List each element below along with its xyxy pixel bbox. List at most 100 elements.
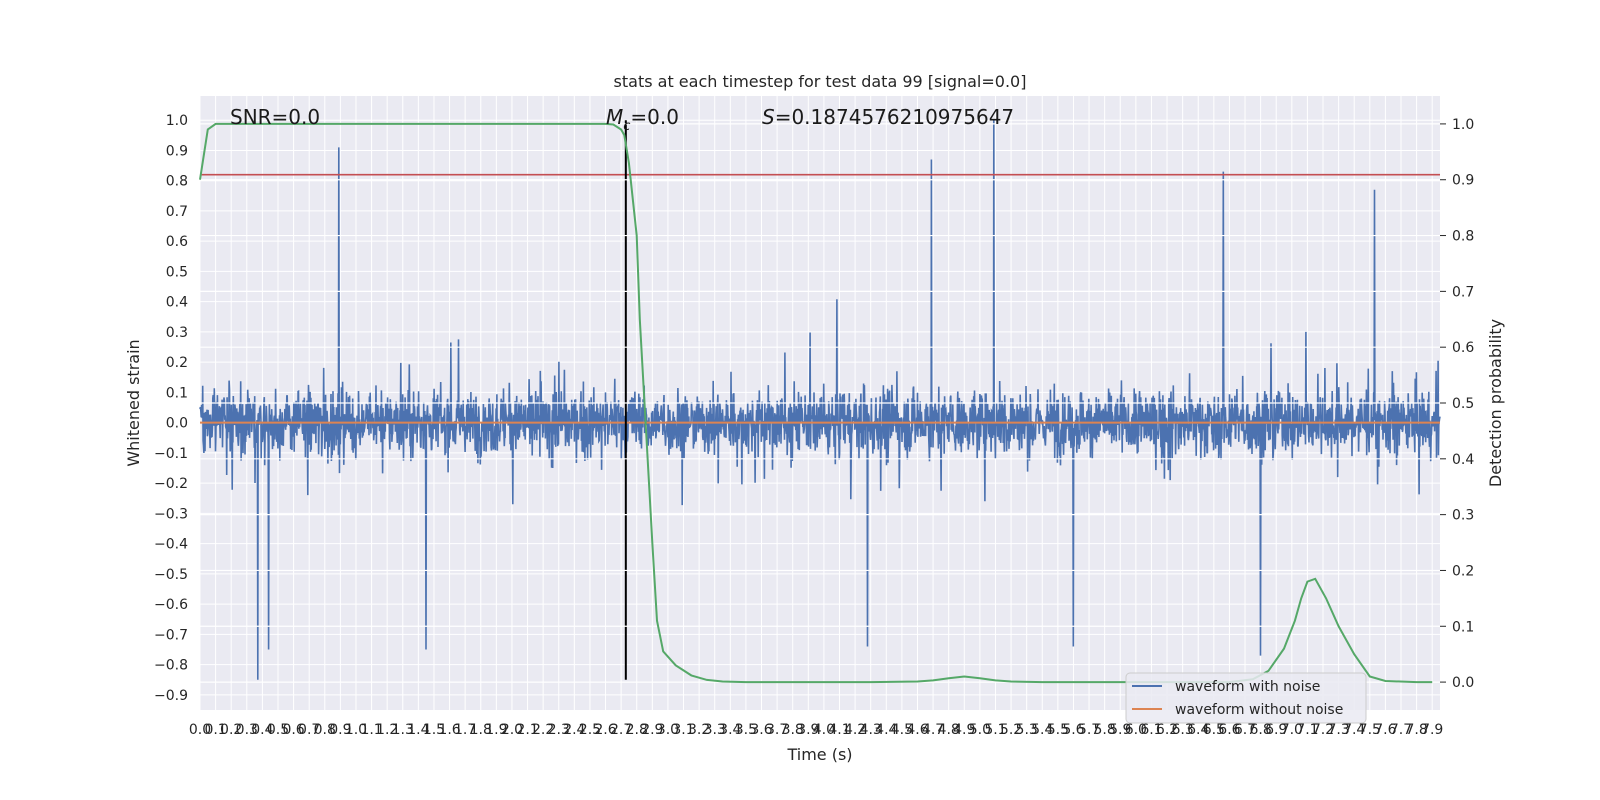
x-tick-label: 6.5 <box>1203 722 1225 738</box>
y-tick-label: −0.7 <box>154 627 188 643</box>
x-tick-label: 0.1 <box>204 722 226 738</box>
x-tick-label: 1.4 <box>407 722 429 738</box>
x-tick-label: 3.2 <box>688 722 710 738</box>
y-tick-label: −0.2 <box>154 476 188 492</box>
y-tick-label: 0.3 <box>166 325 188 341</box>
y2-tick-label: 0.7 <box>1452 284 1474 300</box>
x-tick-label: 5.1 <box>984 722 1006 738</box>
x-tick-label: 1.6 <box>438 722 460 738</box>
y-tick-labels: 1.0 0.9 0.8 0.7 0.6 0.5 0.4 0.3 0.2 0.1 0.0 −0.1 −0.… <box>154 113 188 704</box>
detection-probability-line <box>199 122 1433 684</box>
y2-tick-labels: 1.0 0.9 0.8 0.7 0.6 0.5 0.4 0.3 0.2 0.1 0.0 <box>1440 117 1474 691</box>
x-tick-label: 0.4 <box>251 722 273 738</box>
x-tick-label: 2.7 <box>610 722 632 738</box>
x-tick-label: 5.5 <box>1047 722 1069 738</box>
x-tick-label: 0.7 <box>298 722 320 738</box>
y-axis-title: Whitened strain <box>124 339 143 466</box>
y2-tick-label: 0.4 <box>1452 452 1474 468</box>
y2-tick-label: 0.8 <box>1452 229 1474 245</box>
snr-annotation: SNR=0.0 <box>230 105 320 129</box>
s-annotation: S=0.1874576210975647 <box>762 105 1014 129</box>
y-tick-label: −0.4 <box>154 537 188 553</box>
x-axis-title: Time (s) <box>786 745 852 764</box>
x-tick-label: 7.5 <box>1359 722 1381 738</box>
reference-lines <box>200 120 1440 680</box>
x-tick-label: 0.6 <box>282 722 304 738</box>
y2-tick-label: 0.0 <box>1452 675 1474 691</box>
x-tick-label: 1.0 <box>345 722 367 738</box>
x-tick-label: 6.4 <box>1187 722 1209 738</box>
x-tick-label: 7.4 <box>1343 722 1365 738</box>
x-tick-label: 7.6 <box>1374 722 1396 738</box>
x-tick-label: 4.2 <box>844 722 866 738</box>
x-tick-label: 5.0 <box>969 722 991 738</box>
x-tick-label: 1.1 <box>360 722 382 738</box>
y2-tick-label: 0.5 <box>1452 396 1474 412</box>
x-tick-label: 2.8 <box>626 722 648 738</box>
y-tick-label: 0.0 <box>166 416 188 432</box>
chart-title: stats at each timestep for test data 99 … <box>614 72 1027 91</box>
legend-label-clean: waveform without noise <box>1175 702 1343 718</box>
y-tick-label: −0.3 <box>154 506 188 522</box>
y2-tick-label: 0.1 <box>1452 619 1474 635</box>
x-tick-label: 1.5 <box>423 722 445 738</box>
y-tick-label: 0.9 <box>166 143 188 159</box>
x-tick-label: 1.2 <box>376 722 398 738</box>
y-tick-label: 1.0 <box>166 113 188 129</box>
y-tick-label: 0.4 <box>166 295 188 311</box>
y2-tick-label: 0.9 <box>1452 173 1474 189</box>
x-tick-label: 5.7 <box>1078 722 1100 738</box>
x-tick-label: 6.3 <box>1172 722 1194 738</box>
y-tick-label: 0.8 <box>166 174 188 190</box>
x-tick-label: 6.1 <box>1140 722 1162 738</box>
x-tick-label: 3.9 <box>797 722 819 738</box>
x-tick-label: 2.6 <box>594 722 616 738</box>
y-tick-label: 0.2 <box>166 355 188 371</box>
x-tick-label: 2.4 <box>563 722 585 738</box>
y-tick-label: 0.6 <box>166 234 188 250</box>
x-tick-label: 2.2 <box>532 722 554 738</box>
x-tick-label: 6.7 <box>1234 722 1256 738</box>
x-tick-label: 0.0 <box>189 722 211 738</box>
x-tick-label: 7.2 <box>1312 722 1334 738</box>
x-tick-label: 1.8 <box>470 722 492 738</box>
x-tick-label: 5.3 <box>1016 722 1038 738</box>
x-tick-label: 0.5 <box>267 722 289 738</box>
y-tick-label: 0.5 <box>166 264 188 280</box>
x-tick-label: 0.2 <box>220 722 242 738</box>
x-tick-label: 4.8 <box>938 722 960 738</box>
x-tick-label: 7.3 <box>1327 722 1349 738</box>
x-tick-label: 3.6 <box>750 722 772 738</box>
x-tick-label: 7.8 <box>1405 722 1427 738</box>
x-tick-label: 2.5 <box>579 722 601 738</box>
x-tick-label: 7.7 <box>1390 722 1412 738</box>
x-tick-label: 1.3 <box>392 722 414 738</box>
y2-tick-label: 0.6 <box>1452 340 1474 356</box>
x-tick-label: 0.3 <box>236 722 258 738</box>
x-tick-label: 3.1 <box>672 722 694 738</box>
x-tick-labels: 0.00.10.20.30.40.50.60.70.80.91.01.11.21… <box>189 722 1443 738</box>
series-detection-probability <box>199 122 1433 684</box>
y-tick-label: −0.9 <box>154 688 188 704</box>
x-tick-label: 2.3 <box>548 722 570 738</box>
y2-tick-label: 0.3 <box>1452 508 1474 524</box>
x-tick-label: 4.7 <box>922 722 944 738</box>
x-tick-label: 5.4 <box>1031 722 1053 738</box>
x-tick-label: 3.8 <box>782 722 804 738</box>
y-tick-label: −0.6 <box>154 597 188 613</box>
horizontal-grid <box>200 119 1440 696</box>
x-tick-label: 4.6 <box>906 722 928 738</box>
x-tick-label: 0.9 <box>329 722 351 738</box>
x-tick-label: 3.0 <box>657 722 679 738</box>
y-tick-label: −0.1 <box>154 446 188 462</box>
x-tick-label: 3.5 <box>735 722 757 738</box>
y-tick-label: 0.7 <box>166 204 188 220</box>
x-tick-label: 4.1 <box>828 722 850 738</box>
x-tick-label: 2.9 <box>641 722 663 738</box>
x-tick-label: 5.9 <box>1109 722 1131 738</box>
x-tick-label: 4.5 <box>891 722 913 738</box>
x-tick-label: 1.9 <box>485 722 507 738</box>
right-axis-grid <box>200 123 1440 683</box>
x-tick-label: 6.9 <box>1265 722 1287 738</box>
